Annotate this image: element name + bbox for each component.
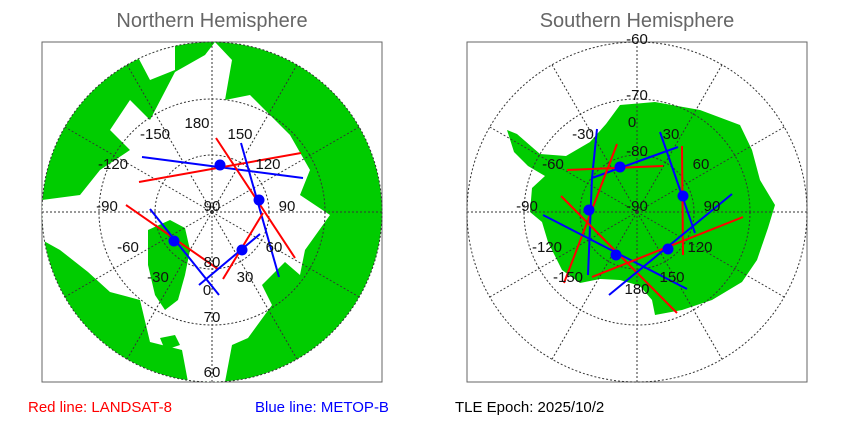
- satellite-position-marker: [610, 249, 622, 261]
- meridian-line: [636, 211, 785, 298]
- satellite-position-marker: [168, 235, 180, 247]
- north-lon-label: -90: [96, 198, 118, 215]
- north-lat-label: 90: [204, 198, 221, 215]
- north-lon-label: 180: [184, 115, 209, 132]
- north-lat-label: 80: [204, 254, 221, 271]
- north-lon-label: 60: [266, 239, 283, 256]
- south-lon-label: 30: [663, 126, 680, 143]
- north-lon-label: -120: [98, 156, 128, 173]
- south-lon-label: -60: [542, 156, 564, 173]
- south-lon-label: 60: [693, 156, 710, 173]
- metop-b-track: [198, 233, 261, 286]
- iceland: [160, 335, 180, 350]
- satellite-position-marker: [662, 243, 674, 255]
- meridian-line: [636, 126, 785, 213]
- north-graticule: [41, 41, 383, 383]
- tle-epoch: TLE Epoch: 2025/10/2: [455, 399, 605, 416]
- meridian-line: [636, 64, 723, 213]
- north-lon-label: -60: [117, 239, 139, 256]
- south-map: 0 -30 30 -60 60 -90 90 -120 120 -150 150 180 -90 -80 -…: [466, 31, 808, 383]
- meridian-line: [64, 126, 213, 213]
- south-graticule: [466, 41, 808, 383]
- meridian-line: [211, 64, 298, 213]
- metop-b-track: [240, 142, 280, 278]
- metop-b-track: [149, 208, 220, 296]
- north-lon-label: 0: [203, 282, 211, 299]
- metop-b-track: [659, 131, 696, 234]
- north-map: 180 150 -150 -120 120 -90 90 -60 60 -30 30 0 90 80 70 6…: [41, 41, 383, 383]
- south-lon-label: 90: [704, 198, 721, 215]
- meridian-line: [211, 211, 298, 360]
- south-lat-label: -60: [626, 31, 648, 48]
- satellite-position-marker: [583, 204, 595, 216]
- satellite-position-marker: [214, 159, 226, 171]
- satellite-position-marker: [677, 190, 689, 202]
- meridian-line: [211, 126, 360, 213]
- south-lat-label: -80: [626, 143, 648, 160]
- satellite-position-marker: [614, 161, 626, 173]
- south-lon-label: 120: [687, 239, 712, 256]
- meridian-line: [489, 211, 638, 298]
- satellite-position-marker: [236, 244, 248, 256]
- meridian-line: [211, 211, 360, 298]
- meridian-line: [126, 211, 213, 360]
- satellite-position-marker: [253, 194, 265, 206]
- north-lon-label: -30: [147, 269, 169, 286]
- south-lon-label: 150: [659, 269, 684, 286]
- north-lon-label: 30: [237, 269, 254, 286]
- north-lon-label: 150: [227, 126, 252, 143]
- south-lon-label: -90: [516, 198, 538, 215]
- legend-metop-b: Blue line: METOP-B: [255, 399, 389, 416]
- north-lon-label: 120: [255, 156, 280, 173]
- meridian-line: [489, 126, 638, 213]
- south-lon-label: 180: [624, 281, 649, 298]
- north-lon-label: 90: [279, 198, 296, 215]
- north-title: Northern Hemisphere: [116, 10, 308, 32]
- meridian-line: [64, 211, 213, 298]
- meridian-line: [126, 64, 213, 213]
- south-lat-label: -70: [626, 87, 648, 104]
- south-lon-label: -150: [553, 269, 583, 286]
- north-lat-label: 60: [204, 364, 221, 381]
- south-lon-label: 0: [628, 114, 636, 131]
- south-lat-label: -90: [626, 198, 648, 215]
- legend-landsat8: Red line: LANDSAT-8: [28, 399, 172, 416]
- south-lon-label: -120: [532, 239, 562, 256]
- south-lon-label: -30: [572, 126, 594, 143]
- north-lon-label: -150: [140, 126, 170, 143]
- antarctica: [507, 102, 775, 315]
- south-title: Southern Hemisphere: [539, 10, 735, 32]
- meridian-line: [551, 64, 638, 213]
- meridian-line: [551, 211, 638, 360]
- north-lat-label: 70: [204, 309, 221, 326]
